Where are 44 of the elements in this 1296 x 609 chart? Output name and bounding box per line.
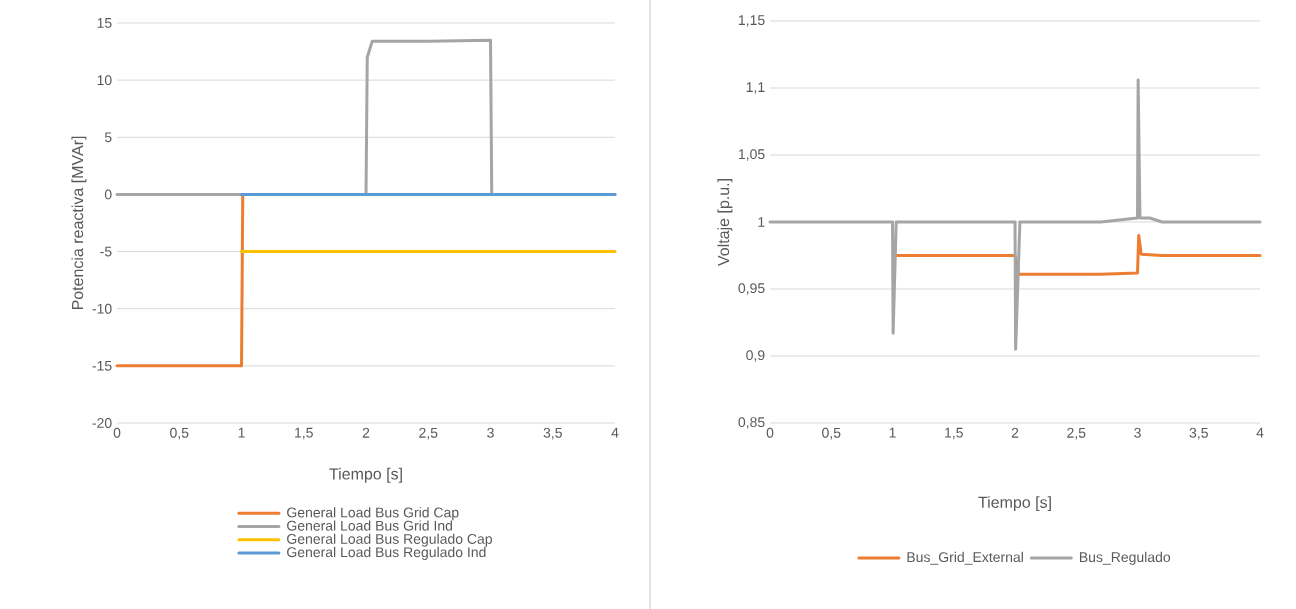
x-tick-label: 3,5 xyxy=(1189,427,1208,440)
x-axis-title: Tiempo [s] xyxy=(978,496,1051,512)
x-tick-label: 1,5 xyxy=(295,427,313,440)
y-tick-label: 0,85 xyxy=(738,417,765,429)
x-tick-label: 4 xyxy=(1256,427,1264,438)
legend-label: General Load Bus Regulado Cap xyxy=(287,533,493,547)
legend-label: Bus_Grid_External xyxy=(907,551,1023,565)
y-tick-label: -10 xyxy=(92,303,112,314)
x-tick-label: 3,5 xyxy=(543,427,562,440)
x-tick-label: 0 xyxy=(113,427,121,438)
x-tick-label: 0,5 xyxy=(170,427,189,440)
x-tick-label: 1,5 xyxy=(945,427,963,440)
x-tick-label: 3 xyxy=(1134,427,1141,438)
y-tick-label: 1,15 xyxy=(738,15,765,27)
x-tick-label: 3 xyxy=(487,427,494,438)
y-axis-title: Voltaje [p.u.] xyxy=(717,179,733,266)
legend-label: General Load Bus Grid Cap xyxy=(287,507,459,521)
y-tick-label: -15 xyxy=(92,360,112,371)
x-tick-label: 2 xyxy=(1011,427,1019,438)
y-tick-label: 1,05 xyxy=(738,149,765,161)
x-tick-label: 1 xyxy=(238,427,245,438)
y-tick-label: 0 xyxy=(104,189,112,200)
x-tick-label: 0,5 xyxy=(822,427,841,440)
x-tick-label: 2 xyxy=(362,427,370,438)
legend-label: General Load Bus Regulado Ind xyxy=(287,546,486,560)
y-tick-label: 0,9 xyxy=(746,350,765,362)
y-tick-label: 10 xyxy=(97,75,112,86)
x-axis-title: Tiempo [s] xyxy=(329,467,402,483)
y-tick-label: -20 xyxy=(92,418,112,428)
y-tick-label: 0,95 xyxy=(738,283,765,295)
line-series xyxy=(768,78,1262,351)
y-tick-label: 1 xyxy=(758,217,765,227)
x-tick-label: 1 xyxy=(889,427,896,438)
x-tick-label: 2,5 xyxy=(1067,427,1086,440)
y-tick-label: -5 xyxy=(100,246,112,257)
y-tick-label: 5 xyxy=(104,132,112,143)
legend-label: General Load Bus Grid Ind xyxy=(287,520,452,531)
x-tick-label: 0 xyxy=(766,427,774,438)
y-axis-title: Potencia reactiva [MVAr] xyxy=(71,136,87,310)
y-tick-label: 15 xyxy=(97,18,112,28)
x-tick-label: 2,5 xyxy=(419,427,438,440)
x-tick-label: 4 xyxy=(611,427,619,438)
legend-label: Bus_Regulado xyxy=(1079,551,1171,565)
y-tick-label: 1,1 xyxy=(746,82,765,94)
